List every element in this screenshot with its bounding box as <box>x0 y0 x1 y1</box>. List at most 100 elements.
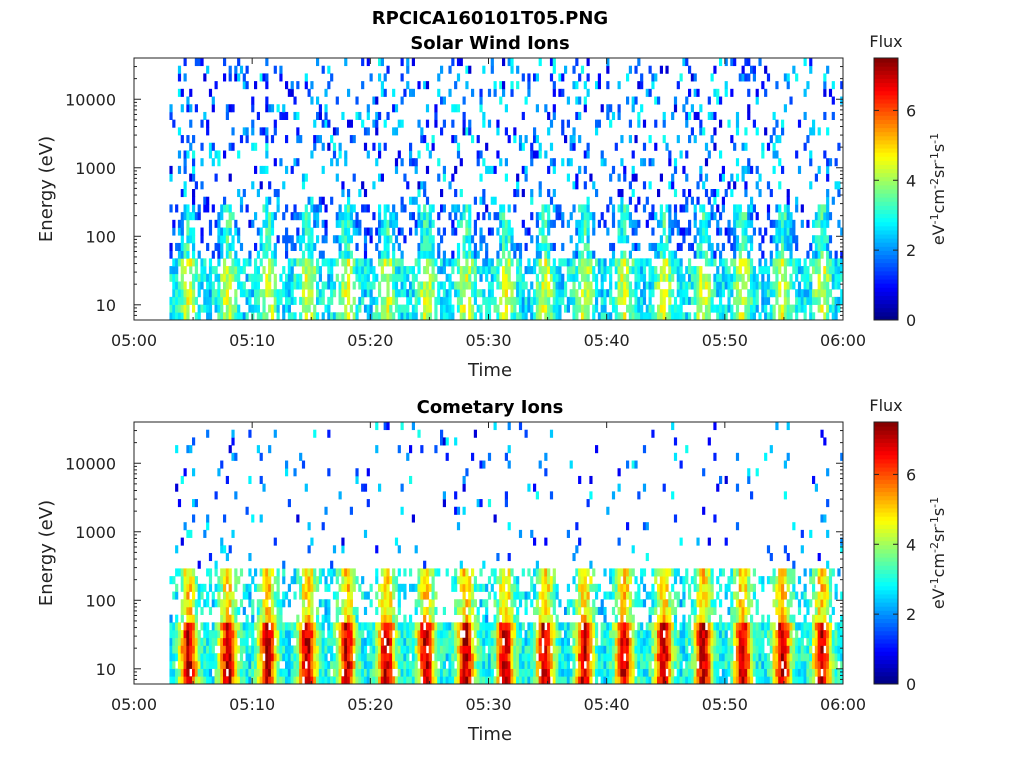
spectrogram-cell <box>268 266 272 275</box>
spectrogram-cell <box>507 266 511 275</box>
spectrogram-cell <box>609 266 613 275</box>
spectrogram-cell <box>448 296 452 305</box>
spectrogram-cell <box>699 281 703 290</box>
spectrogram-cell <box>307 606 311 615</box>
spectrogram-cell <box>673 296 678 305</box>
spectrogram-cell <box>434 645 438 654</box>
spectrogram-cell <box>318 296 322 305</box>
spectrogram-cell <box>493 212 497 221</box>
spectrogram-cell <box>721 289 725 298</box>
spectrogram-cell <box>406 645 410 654</box>
spectrogram-cell <box>392 296 396 305</box>
spectrogram-cell <box>392 204 396 213</box>
spectrogram-cell <box>248 622 252 631</box>
spectrogram-cell <box>719 289 723 298</box>
spectrogram-cell <box>276 583 280 592</box>
spectrogram-cell <box>321 289 325 298</box>
spectrogram-cell <box>626 266 630 275</box>
spectrogram-cell <box>710 204 714 213</box>
spectrogram-cell <box>208 676 213 685</box>
spectrogram-cell <box>217 583 221 592</box>
spectrogram-cell <box>631 304 635 313</box>
spectrogram-cell <box>738 73 742 82</box>
spectrogram-cell <box>465 614 469 623</box>
spectrogram-cell <box>786 281 790 290</box>
spectrogram-cell <box>459 273 463 282</box>
spectrogram-cell <box>479 266 483 275</box>
spectrogram-cell <box>307 599 311 608</box>
spectrogram-cell <box>479 622 483 631</box>
colorbar-label: eV-1cm-2sr-1s-1 <box>928 133 949 245</box>
spectrogram-cell <box>778 258 782 267</box>
spectrogram-cell <box>223 196 227 205</box>
spectrogram-cell <box>248 258 252 267</box>
spectrogram-cell <box>826 289 830 298</box>
spectrogram-cell <box>676 81 680 90</box>
spectrogram-cell <box>290 273 294 282</box>
spectrogram-cell <box>273 653 277 662</box>
spectrogram-cell <box>479 289 483 298</box>
spectrogram-cell <box>552 88 556 97</box>
spectrogram-cell <box>496 119 500 128</box>
spectrogram-cell <box>671 227 675 236</box>
spectrogram-cell <box>465 645 469 654</box>
spectrogram-cell <box>251 514 255 523</box>
spectrogram-cell <box>183 468 187 477</box>
spectrogram-cell <box>747 258 751 267</box>
spectrogram-cell <box>338 568 342 577</box>
spectrogram-cell <box>713 88 717 97</box>
colorbar-segment <box>874 119 898 124</box>
spectrogram-cell <box>693 312 697 321</box>
spectrogram-cell <box>378 150 382 159</box>
spectrogram-cell <box>225 676 229 685</box>
spectrogram-cell <box>425 196 430 205</box>
spectrogram-cell <box>296 81 300 90</box>
spectrogram-cell <box>330 258 334 267</box>
spectrogram-cell <box>473 266 477 275</box>
spectrogram-cell <box>834 250 838 259</box>
spectrogram-cell <box>451 645 455 654</box>
spectrogram-cell <box>733 273 737 282</box>
spectrogram-cell <box>262 599 266 608</box>
spectrogram-cell <box>561 653 565 662</box>
spectrogram-cell <box>349 135 353 144</box>
spectrogram-cell <box>442 119 446 128</box>
spectrogram-cell <box>180 568 184 577</box>
spectrogram-cell <box>645 219 649 228</box>
spectrogram-cell <box>837 142 841 151</box>
spectrogram-cell <box>606 227 610 236</box>
spectrogram-cell <box>530 304 534 313</box>
spectrogram-cell <box>828 212 833 221</box>
spectrogram-cell <box>389 304 393 313</box>
spectrogram-cell <box>197 591 201 600</box>
spectrogram-cell <box>538 568 542 577</box>
spectrogram-cell <box>716 204 720 213</box>
spectrogram-cell <box>344 583 348 592</box>
spectrogram-cell <box>245 676 249 685</box>
spectrogram-cell <box>527 645 531 654</box>
spectrogram-cell <box>313 568 317 577</box>
spectrogram-cell <box>369 227 373 236</box>
spectrogram-cell <box>747 204 751 213</box>
spectrogram-cell <box>285 289 289 298</box>
spectrogram-cell <box>208 273 213 282</box>
spectrogram-cell <box>735 111 740 120</box>
spectrogram-cell <box>609 281 613 290</box>
spectrogram-cell <box>513 204 517 213</box>
spectrogram-cell <box>389 676 393 685</box>
spectrogram-cell <box>809 65 813 74</box>
spectrogram-cell <box>400 637 404 646</box>
spectrogram-cell <box>465 660 469 669</box>
spectrogram-cell <box>217 660 221 669</box>
spectrogram-cell <box>752 289 756 298</box>
spectrogram-cell <box>518 676 523 685</box>
spectrogram-cell <box>279 637 283 646</box>
spectrogram-cell <box>397 119 401 128</box>
spectrogram-cell <box>389 645 393 654</box>
spectrogram-cell <box>341 606 345 615</box>
spectrogram-cell <box>549 614 554 623</box>
spectrogram-cell <box>352 576 356 585</box>
spectrogram-cell <box>290 242 294 251</box>
spectrogram-cell <box>761 250 765 259</box>
spectrogram-cell <box>276 235 280 244</box>
